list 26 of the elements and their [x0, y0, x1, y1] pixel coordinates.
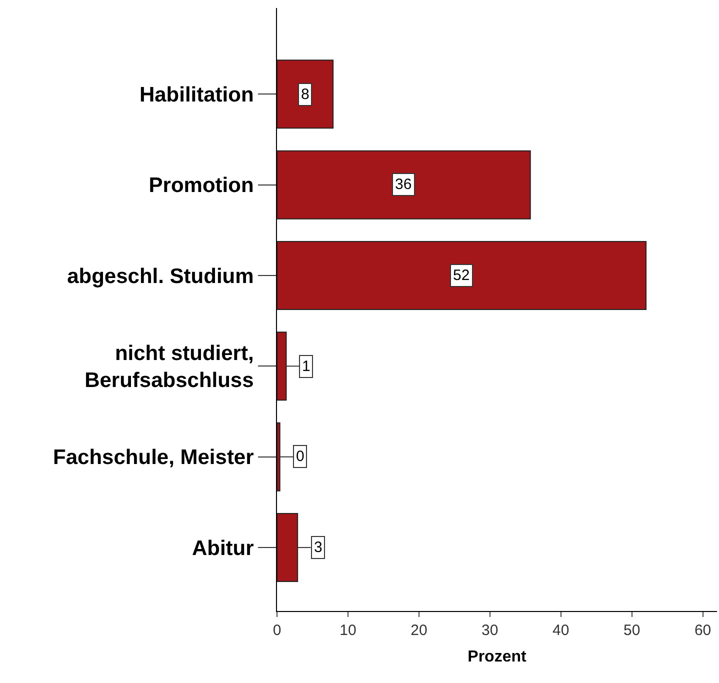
bar	[277, 422, 280, 492]
x-tick-label: 60	[694, 622, 712, 639]
data-label: 0	[296, 448, 304, 465]
bar	[277, 332, 287, 401]
data-label: 8	[301, 86, 310, 103]
x-tick-label: 20	[410, 622, 428, 639]
x-tick-label: 10	[340, 622, 356, 639]
y-tick-label: Abitur	[192, 536, 254, 560]
data-label: 3	[314, 539, 322, 556]
x-tick-label: 0	[272, 622, 282, 639]
y-tick-label: abgeschl. Studium	[67, 264, 254, 288]
y-tick-label: nicht studiert, Berufsabschluss	[84, 342, 254, 392]
x-tick-label: 50	[623, 622, 640, 639]
bar	[277, 150, 531, 220]
y-tick-label: Habilitation	[139, 83, 254, 106]
bar	[277, 513, 298, 582]
y-tick-label: Fachschule, Meister	[53, 446, 254, 470]
x-tick-label: 40	[552, 622, 570, 639]
data-label: 36	[395, 176, 412, 193]
x-axis-title: Prozent	[468, 648, 528, 666]
data-label: 1	[302, 358, 310, 375]
data-label: 52	[453, 267, 470, 284]
bar	[277, 240, 647, 310]
y-tick-label: Promotion	[148, 174, 254, 198]
x-tick-label: 30	[482, 622, 498, 639]
bar	[277, 60, 334, 129]
